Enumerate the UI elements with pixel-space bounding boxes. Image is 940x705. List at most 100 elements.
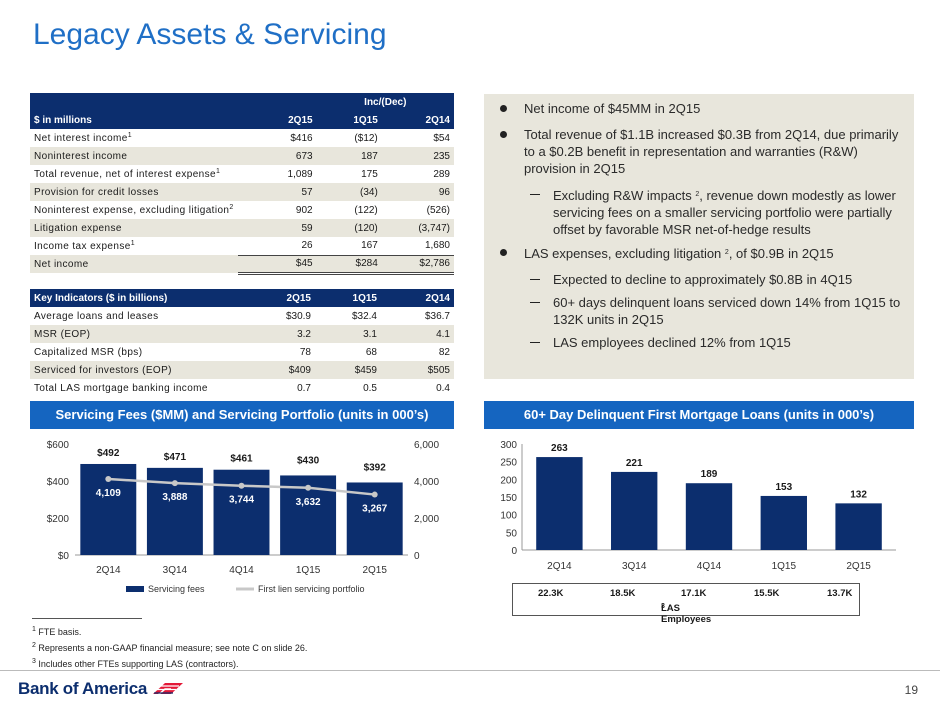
employee-count: 13.7K	[827, 588, 853, 599]
y-tick-label: 50	[506, 528, 518, 539]
table-header: 1Q15	[352, 292, 377, 304]
y-tick-label: 300	[500, 440, 517, 451]
page-title: Legacy Assets & Servicing	[33, 18, 387, 51]
y-tick-label: 150	[500, 493, 517, 504]
x-tick-label: 2Q15	[362, 565, 387, 576]
y-tick-label-right: 2,000	[414, 514, 439, 525]
footnote: 2 Represents a non-GAAP financial measur…	[32, 642, 308, 653]
servicing-chart-header: Servicing Fees ($MM) and Servicing Portf…	[30, 401, 454, 429]
footnotes: 1 FTE basis. 2 Represents a non-GAAP fin…	[32, 618, 307, 671]
line-data-label: 3,744	[229, 495, 254, 506]
x-tick-label: 2Q14	[96, 565, 121, 576]
table-header: 1Q15	[353, 114, 378, 126]
employees-box: 22.3K 18.5K 17.1K 15.5K 13.7K LAS Employ…	[512, 583, 860, 625]
bar-data-label: 153	[775, 482, 792, 493]
employee-count: 17.1K	[681, 588, 707, 599]
table-header: Key Indicators ($ in billions)	[34, 292, 168, 304]
table-row-total: Net income $45 $284 $2,786	[30, 254, 454, 275]
x-tick-label: 3Q14	[622, 561, 647, 572]
footnote: 3 Includes other FTEs supporting LAS (co…	[32, 658, 239, 669]
y-tick-label-left: $200	[47, 514, 70, 525]
bar-data-label: $430	[297, 455, 320, 466]
bar-data-label: 132	[850, 489, 867, 500]
y-tick-label: 200	[500, 475, 517, 486]
table-row: Average loans and leases $30.9 $32.4 $36.7	[34, 310, 450, 322]
point-servicing-portfolio	[105, 475, 112, 482]
x-tick-label: 4Q14	[229, 565, 254, 576]
bullet: Net income of $45MM in 2Q15	[496, 100, 902, 117]
employee-count: 15.5K	[754, 588, 780, 599]
servicing-chart: $0 $200 $400 $600 0 2,000 4,000 6,000 2Q14 $492 3Q…	[47, 440, 440, 594]
employees-label: LAS Employees 3	[661, 603, 712, 625]
point-servicing-portfolio	[371, 491, 378, 498]
legend-swatch-fees	[126, 586, 144, 592]
delinquent-chart: 0 50 100 150 200 250 300 263 2Q14 221 3Q14 189 4Q14 1…	[500, 440, 896, 572]
line-data-label: 3,267	[362, 504, 387, 515]
point-servicing-portfolio	[305, 484, 312, 491]
table-header: 2Q14	[425, 292, 450, 304]
bar-data-label: $392	[364, 462, 387, 473]
bar-data-label: 263	[551, 443, 568, 454]
table-row: Net interest income1 $416 ($12) $54	[34, 132, 450, 144]
y-tick-label-right: 0	[414, 551, 420, 562]
line-data-label: 3,888	[162, 492, 187, 503]
employee-count: 18.5K	[610, 588, 636, 599]
y-tick-label-left: $600	[47, 440, 70, 451]
bar-data-label: 221	[626, 458, 643, 469]
bar-delinquent-loans	[760, 495, 807, 550]
bar-data-label: $492	[97, 448, 120, 459]
sub-bullet: Excluding R&W impacts 2, revenue down mo…	[496, 186, 902, 238]
table-row: Litigation expense 59 (120) (3,747)	[30, 219, 454, 237]
bar-data-label: 189	[701, 469, 718, 480]
table-header: $ in millions	[34, 114, 92, 126]
income-table: Inc/(Dec) $ in millions 2Q15 1Q15 2Q14 N…	[30, 93, 454, 275]
bar-data-label: $461	[230, 454, 253, 465]
table-header: 2Q15	[286, 292, 311, 304]
bar-delinquent-loans	[611, 471, 658, 550]
y-tick-label-right: 4,000	[414, 477, 439, 488]
y-tick-label: 0	[511, 546, 517, 557]
line-data-label: 3,632	[296, 497, 321, 508]
y-tick-label-left: $400	[47, 477, 70, 488]
brand-name: Bank of America	[18, 679, 148, 698]
table-row: MSR (EOP) 3.2 3.1 4.1	[30, 325, 454, 343]
x-tick-label: 1Q15	[296, 565, 321, 576]
sub-bullet: LAS employees declined 12% from 1Q15	[496, 334, 902, 351]
point-servicing-portfolio	[238, 482, 245, 489]
table-row: Income tax expense1 26 167 1,680	[34, 240, 450, 252]
bar-delinquent-loans	[685, 483, 733, 550]
employee-count: 22.3K	[538, 588, 564, 599]
line-data-label: 4,109	[96, 488, 121, 499]
table-row: Capitalized MSR (bps) 78 68 82	[34, 346, 450, 358]
bar-servicing-fees	[213, 469, 270, 555]
flag-icon	[153, 683, 184, 697]
page-number: 19	[904, 683, 918, 697]
table-row: Total revenue, net of interest expense1 1…	[34, 168, 450, 180]
y-tick-label-right: 6,000	[414, 440, 439, 451]
kpi-table: Key Indicators ($ in billions) 2Q15 1Q15…	[30, 289, 454, 397]
bullet: LAS expenses, excluding litigation 2, of…	[496, 244, 902, 262]
inc-dec-header: Inc/(Dec)	[364, 96, 407, 108]
y-tick-label: 100	[500, 511, 517, 522]
footnote: 1 FTE basis.	[32, 626, 82, 637]
sub-bullet: Expected to decline to approximately $0.…	[496, 271, 902, 288]
delinquent-chart-header: 60+ Day Delinquent First Mortgage Loans …	[484, 401, 914, 429]
x-tick-label: 2Q14	[547, 561, 572, 572]
bar-delinquent-loans	[536, 457, 583, 550]
highlights-panel: Net income of $45MM in 2Q15 Total revenu…	[484, 94, 914, 379]
y-tick-label-left: $0	[58, 551, 70, 562]
legend-label: Servicing fees	[148, 584, 205, 594]
table-row: Noninterest expense, excluding litigatio…	[34, 204, 450, 216]
bullet: Total revenue of $1.1B increased $0.3B f…	[496, 126, 902, 177]
table-header: 2Q15	[288, 114, 313, 126]
x-tick-label: 3Q14	[163, 565, 188, 576]
table-header: 2Q14	[425, 114, 450, 126]
bar-delinquent-loans	[835, 503, 882, 550]
table-row: Provision for credit losses 57 (34) 96	[30, 183, 454, 201]
point-servicing-portfolio	[171, 480, 178, 487]
bank-logo: Bank of America	[18, 679, 185, 699]
bar-data-label: $471	[164, 452, 187, 463]
table-row: Total LAS mortgage banking income 0.7 0.5 0…	[34, 382, 450, 394]
x-tick-label: 2Q15	[846, 561, 871, 572]
x-tick-label: 4Q14	[697, 561, 722, 572]
